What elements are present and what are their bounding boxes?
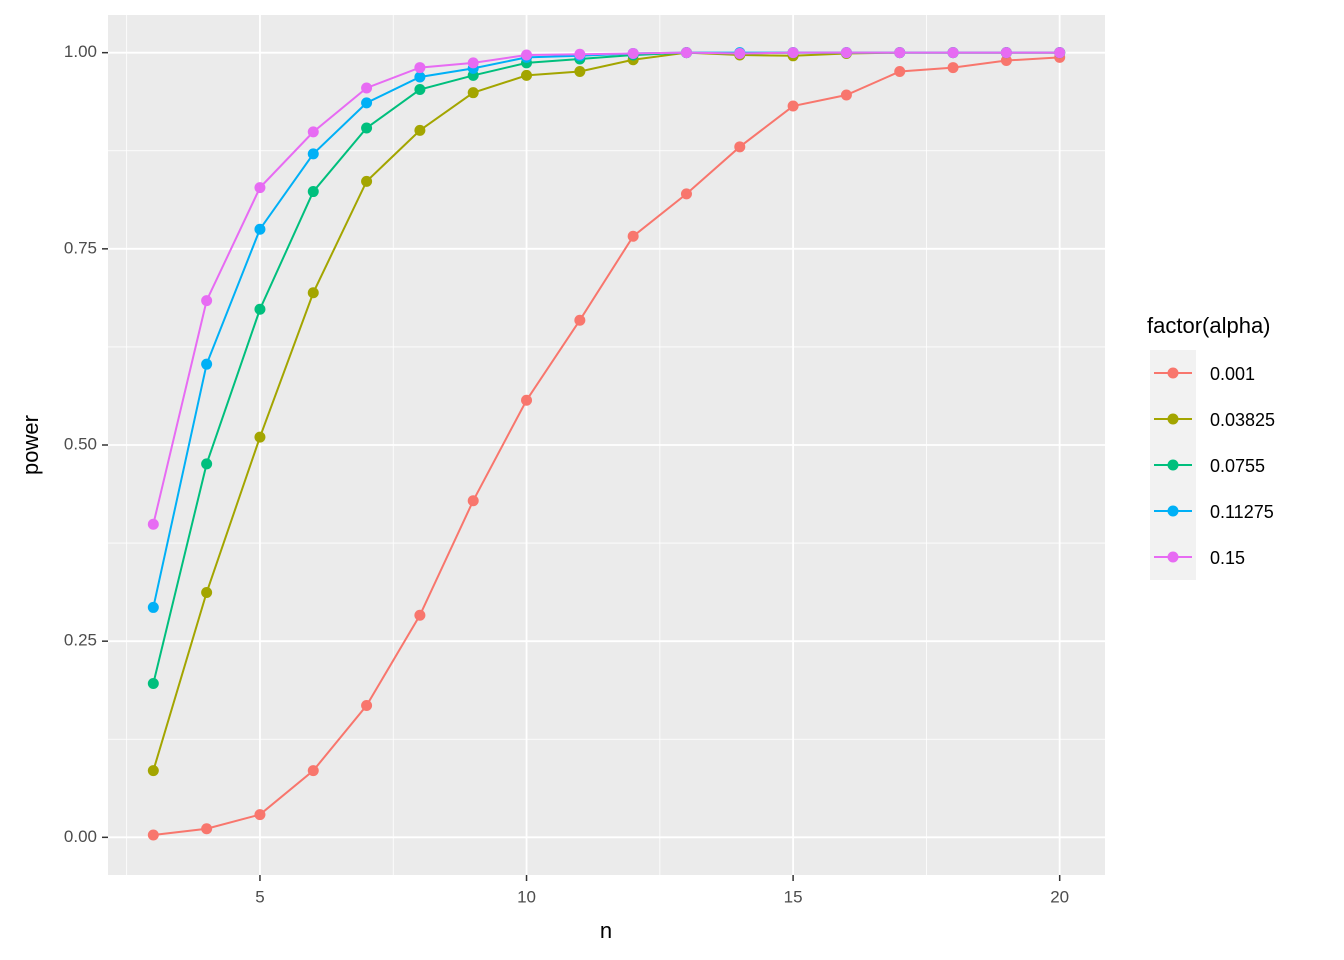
series-line [153, 56, 1060, 836]
data-point [307, 148, 319, 160]
legend-point [1167, 367, 1179, 379]
y-tick-label: 1.00 [64, 42, 97, 61]
y-axis-title: power [18, 415, 43, 475]
data-point [467, 57, 479, 69]
data-point [201, 358, 213, 370]
data-point [254, 182, 266, 194]
y-tick-label: 0.00 [64, 827, 97, 846]
data-point [201, 295, 213, 307]
x-axis-title: n [600, 918, 612, 943]
y-tick-label: 0.25 [64, 631, 97, 650]
legend-label: 0.001 [1210, 364, 1255, 384]
data-point [467, 87, 479, 99]
legend-title: factor(alpha) [1147, 313, 1271, 338]
data-point [627, 230, 639, 242]
legend-label: 0.11275 [1210, 502, 1274, 522]
y-tick-label: 0.50 [64, 434, 97, 453]
data-point [307, 287, 319, 299]
data-point [467, 495, 479, 507]
data-point [787, 47, 799, 59]
data-point [254, 809, 266, 821]
data-point [414, 124, 426, 136]
data-point [574, 48, 586, 60]
data-point [1000, 47, 1012, 59]
data-point [627, 47, 639, 59]
data-point [361, 82, 373, 94]
data-point [361, 122, 373, 134]
data-point [307, 765, 319, 777]
data-point [147, 678, 159, 690]
data-point [361, 97, 373, 109]
data-point [201, 587, 213, 599]
x-tick-label: 20 [1050, 887, 1069, 906]
data-point [414, 84, 426, 96]
legend-label: 0.03825 [1210, 410, 1275, 430]
data-point [201, 823, 213, 835]
data-point [147, 601, 159, 613]
data-point [254, 431, 266, 443]
x-tick-label: 15 [784, 887, 803, 906]
legend-point [1167, 505, 1179, 517]
data-point [947, 47, 959, 59]
data-point [361, 700, 373, 712]
y-tick-label: 0.75 [64, 238, 97, 257]
data-point [521, 49, 533, 61]
data-point [414, 62, 426, 74]
data-point [734, 141, 746, 153]
x-tick-label: 10 [517, 887, 536, 906]
legend-point [1167, 551, 1179, 563]
data-point [521, 394, 533, 406]
data-point [894, 65, 906, 77]
data-point [201, 458, 213, 470]
data-point [574, 314, 586, 326]
data-point [521, 69, 533, 81]
data-point [1054, 47, 1066, 59]
data-point [414, 609, 426, 621]
data-point [1000, 55, 1012, 67]
data-point [147, 518, 159, 530]
data-point [414, 71, 426, 83]
data-point [254, 223, 266, 235]
data-point [574, 65, 586, 77]
data-point [147, 765, 159, 777]
data-point [147, 829, 159, 841]
x-tick-label: 5 [255, 887, 264, 906]
data-point [947, 62, 959, 74]
data-point [680, 47, 692, 59]
data-point [254, 303, 266, 315]
data-point [840, 47, 852, 59]
data-point [894, 47, 906, 59]
data-point [361, 175, 373, 187]
legend-label: 0.15 [1210, 548, 1245, 568]
data-point [307, 186, 319, 198]
data-point [840, 89, 852, 101]
data-point [680, 188, 692, 200]
data-point [787, 100, 799, 112]
legend-point [1167, 413, 1179, 425]
data-point [307, 126, 319, 138]
data-point [734, 47, 746, 59]
legend-point [1167, 459, 1179, 471]
legend-label: 0.0755 [1210, 456, 1265, 476]
series-line [152, 51, 1060, 525]
